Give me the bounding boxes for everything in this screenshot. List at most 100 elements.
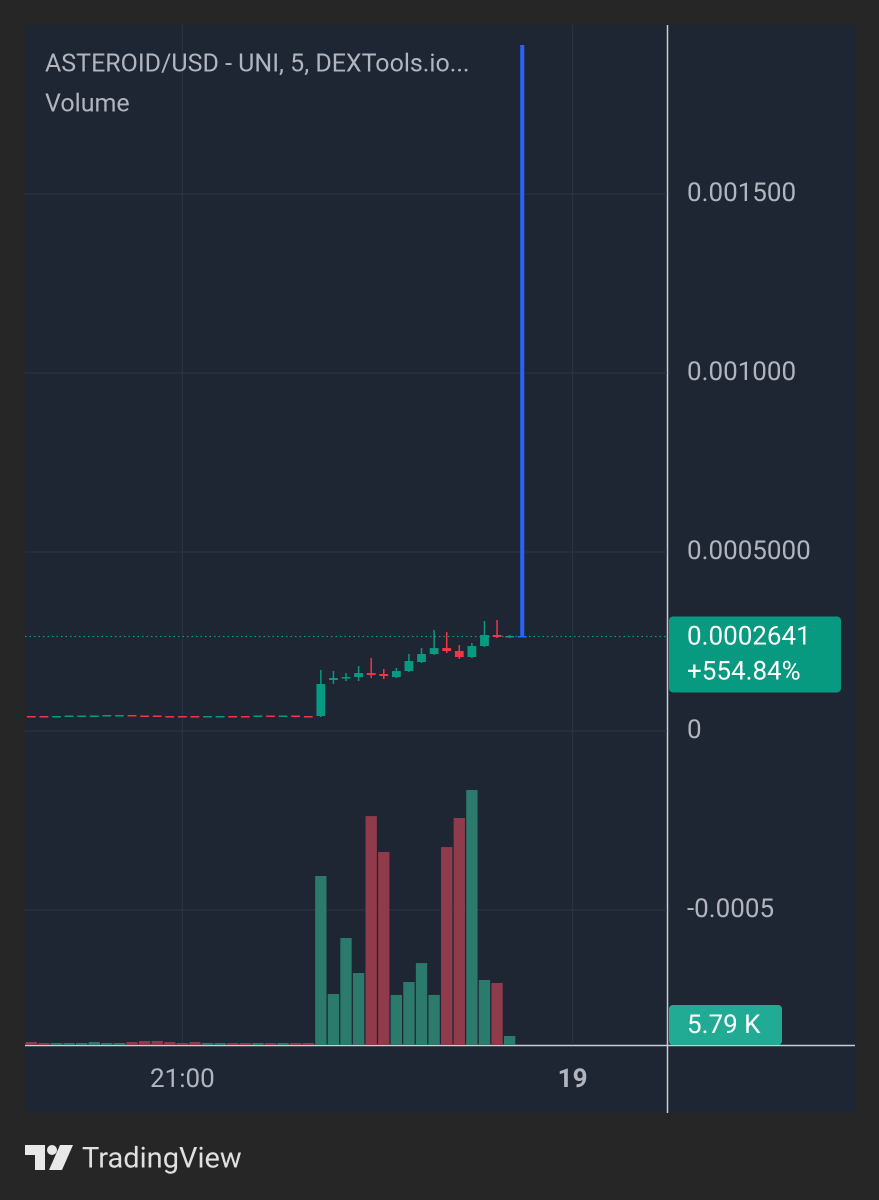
volume-bar xyxy=(126,1042,138,1045)
volume-bar xyxy=(365,816,377,1045)
volume-bar xyxy=(478,980,491,1045)
volume-bar xyxy=(264,1042,277,1045)
chart-panel xyxy=(25,25,855,1113)
volume-bar xyxy=(378,852,390,1045)
candle-body xyxy=(429,648,439,655)
volume-bar xyxy=(252,1042,264,1045)
candle-body xyxy=(64,715,74,718)
y-tick-label: 0.0005000 xyxy=(687,536,811,566)
candle-body xyxy=(417,654,426,663)
candle-body xyxy=(89,715,99,718)
candle-body xyxy=(177,716,187,718)
volume-bar xyxy=(277,1042,289,1045)
volume-bar xyxy=(50,1042,63,1045)
volume-bar xyxy=(415,963,428,1045)
volume-bar xyxy=(315,875,327,1045)
candle-body xyxy=(354,673,363,678)
candle-body xyxy=(291,715,301,718)
volume-bar xyxy=(227,1042,239,1045)
volume-bar xyxy=(453,817,465,1045)
candle-body xyxy=(39,716,49,718)
candle-body xyxy=(366,673,376,676)
volume-bar xyxy=(503,1035,516,1045)
volume-bar xyxy=(25,1042,37,1045)
volume-bar xyxy=(441,847,453,1045)
candle-body xyxy=(165,716,175,718)
volume-label: 5.79 K xyxy=(687,1010,761,1040)
x-tick-label: 19 xyxy=(558,1064,588,1094)
last-price-label: 0.0002641 xyxy=(687,621,811,651)
volume-bar xyxy=(101,1042,113,1045)
candle-body xyxy=(77,715,87,718)
candle-body xyxy=(266,715,275,718)
candle-body xyxy=(442,648,452,651)
volume-bar xyxy=(466,790,478,1045)
candle-body xyxy=(152,715,162,718)
candles xyxy=(26,44,527,718)
candle-body xyxy=(278,715,288,718)
candle-body xyxy=(379,674,389,677)
volume-bar xyxy=(176,1042,189,1045)
candle-body xyxy=(391,671,401,678)
volume-bar xyxy=(63,1042,75,1045)
candle-body xyxy=(215,716,225,718)
y-tick-label: 0 xyxy=(687,715,702,745)
candle-body xyxy=(190,716,200,718)
x-tick-label: 21:00 xyxy=(150,1064,215,1094)
candle-body xyxy=(115,715,124,717)
y-tick-label: 0.001500 xyxy=(687,178,796,208)
volume-bar xyxy=(403,982,415,1045)
candle-body xyxy=(480,634,489,647)
candle-body xyxy=(52,716,61,718)
volume-bar xyxy=(113,1042,126,1045)
volume-bar xyxy=(164,1042,176,1045)
y-tick-label: 0.001000 xyxy=(687,357,796,387)
last-price-box xyxy=(669,616,841,693)
candle-body xyxy=(341,677,351,679)
candle-body xyxy=(102,715,112,717)
labels: -0.0005 0 0.0005000 0.001000 0.001500 21:00 19… xyxy=(150,178,841,1094)
candle-body xyxy=(240,716,250,718)
volume-bar xyxy=(214,1042,226,1045)
volume-bar xyxy=(352,973,365,1045)
volume-bar xyxy=(491,982,503,1045)
volume-bar xyxy=(138,1040,151,1045)
change-label: +554.84% xyxy=(687,656,801,686)
volume-bar xyxy=(327,994,340,1045)
y-tick-label: -0.0005 xyxy=(687,894,774,924)
candle-body xyxy=(329,678,338,680)
volume-bar xyxy=(302,1042,314,1045)
candle-body xyxy=(316,684,326,717)
volume-bar xyxy=(189,1042,201,1045)
candle-body xyxy=(467,646,477,658)
candle-body xyxy=(303,716,313,718)
volume-bar xyxy=(201,1042,214,1045)
candle-body xyxy=(454,650,464,658)
candle-body xyxy=(228,716,238,718)
volume-label-box xyxy=(669,1005,782,1045)
candle-body xyxy=(404,661,414,672)
volume-bar xyxy=(390,994,403,1045)
volume-pane xyxy=(25,790,516,1045)
volume-bar xyxy=(289,1042,302,1045)
chart-title: ASTEROID/USD - UNI, 5, DEXTools.io... xyxy=(45,50,470,79)
candle-body xyxy=(517,635,527,638)
candle-body xyxy=(492,634,502,637)
volume-bar xyxy=(88,1042,100,1045)
footer-brand: TradingView xyxy=(82,1142,242,1176)
volume-bar xyxy=(38,1042,50,1045)
candle-body xyxy=(140,715,149,718)
candle-body xyxy=(253,715,263,718)
candle-body xyxy=(26,716,36,718)
volume-bar xyxy=(151,1040,163,1045)
candle-body xyxy=(505,635,515,638)
volume-bar xyxy=(340,938,352,1045)
volume-bar xyxy=(75,1042,88,1045)
candle-body xyxy=(127,715,137,717)
grid xyxy=(25,25,667,1045)
candle-body xyxy=(203,716,212,718)
chart-subtitle: Volume xyxy=(45,90,130,119)
volume-bar xyxy=(428,994,440,1045)
